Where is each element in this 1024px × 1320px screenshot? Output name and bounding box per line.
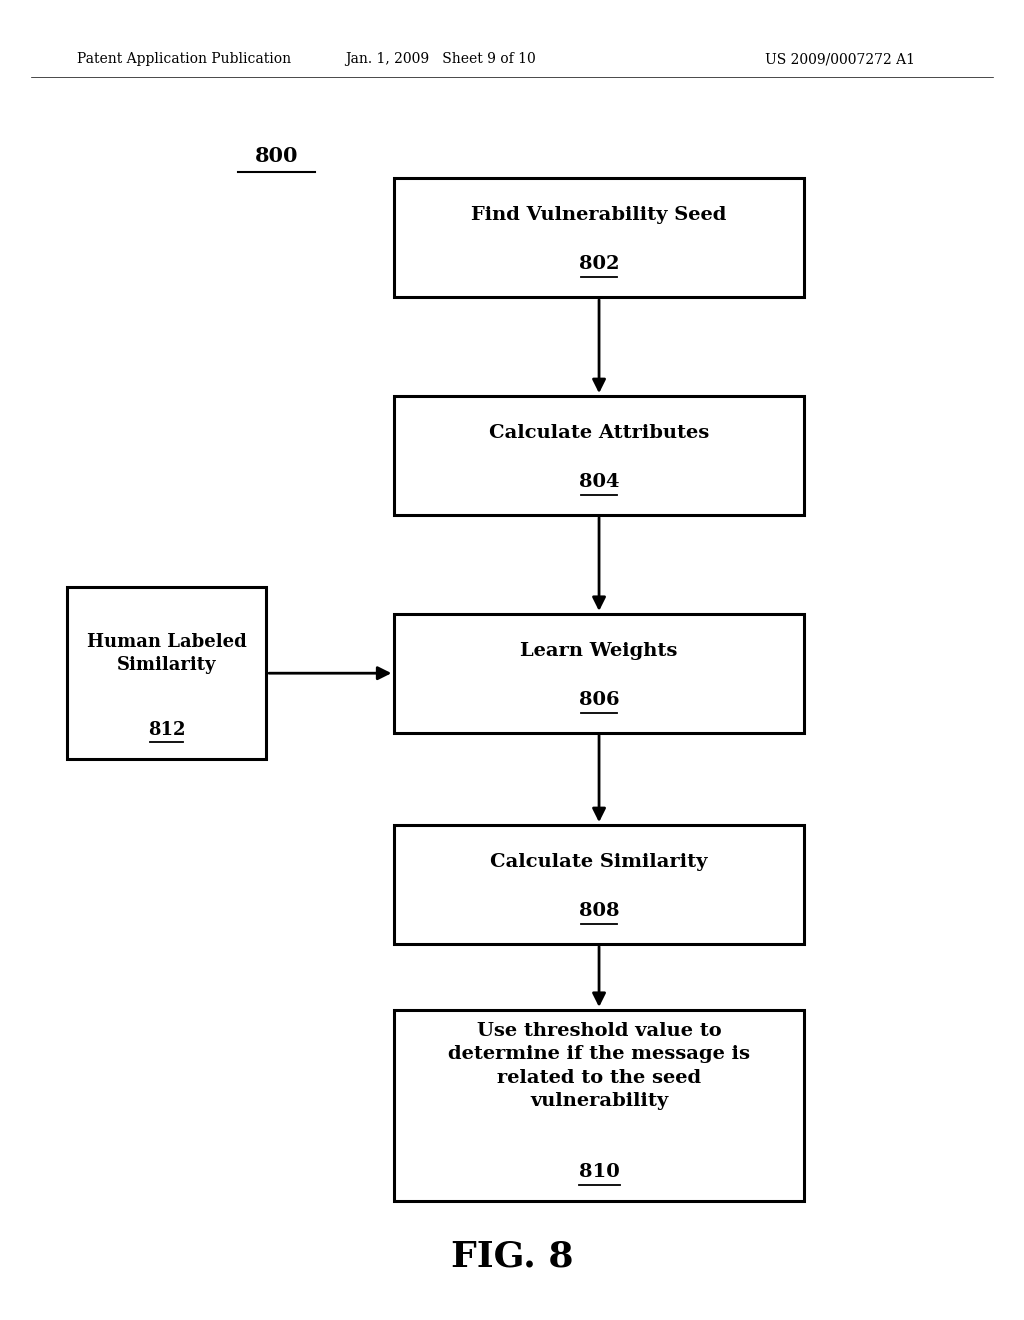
Text: FIG. 8: FIG. 8: [451, 1239, 573, 1274]
Text: Find Vulnerability Seed: Find Vulnerability Seed: [471, 206, 727, 224]
Bar: [394, 396, 804, 515]
Text: 812: 812: [147, 721, 185, 739]
Text: 808: 808: [579, 902, 620, 920]
Text: US 2009/0007272 A1: US 2009/0007272 A1: [765, 53, 914, 66]
Text: Calculate Attributes: Calculate Attributes: [488, 424, 710, 442]
Bar: [67, 587, 266, 759]
Bar: [394, 614, 804, 733]
Text: Jan. 1, 2009   Sheet 9 of 10: Jan. 1, 2009 Sheet 9 of 10: [345, 53, 536, 66]
Bar: [394, 825, 804, 944]
Text: Human Labeled
Similarity: Human Labeled Similarity: [86, 632, 247, 675]
Text: 810: 810: [579, 1163, 620, 1181]
Text: 802: 802: [579, 255, 620, 273]
Text: Patent Application Publication: Patent Application Publication: [77, 53, 291, 66]
Text: 804: 804: [579, 473, 620, 491]
Bar: [394, 178, 804, 297]
Text: Calculate Similarity: Calculate Similarity: [490, 853, 708, 871]
Text: Use threshold value to
determine if the message is
related to the seed
vulnerabi: Use threshold value to determine if the …: [449, 1022, 750, 1110]
Bar: [394, 1010, 804, 1201]
Text: 806: 806: [579, 690, 620, 709]
Text: 800: 800: [255, 145, 298, 166]
Text: Learn Weights: Learn Weights: [520, 642, 678, 660]
